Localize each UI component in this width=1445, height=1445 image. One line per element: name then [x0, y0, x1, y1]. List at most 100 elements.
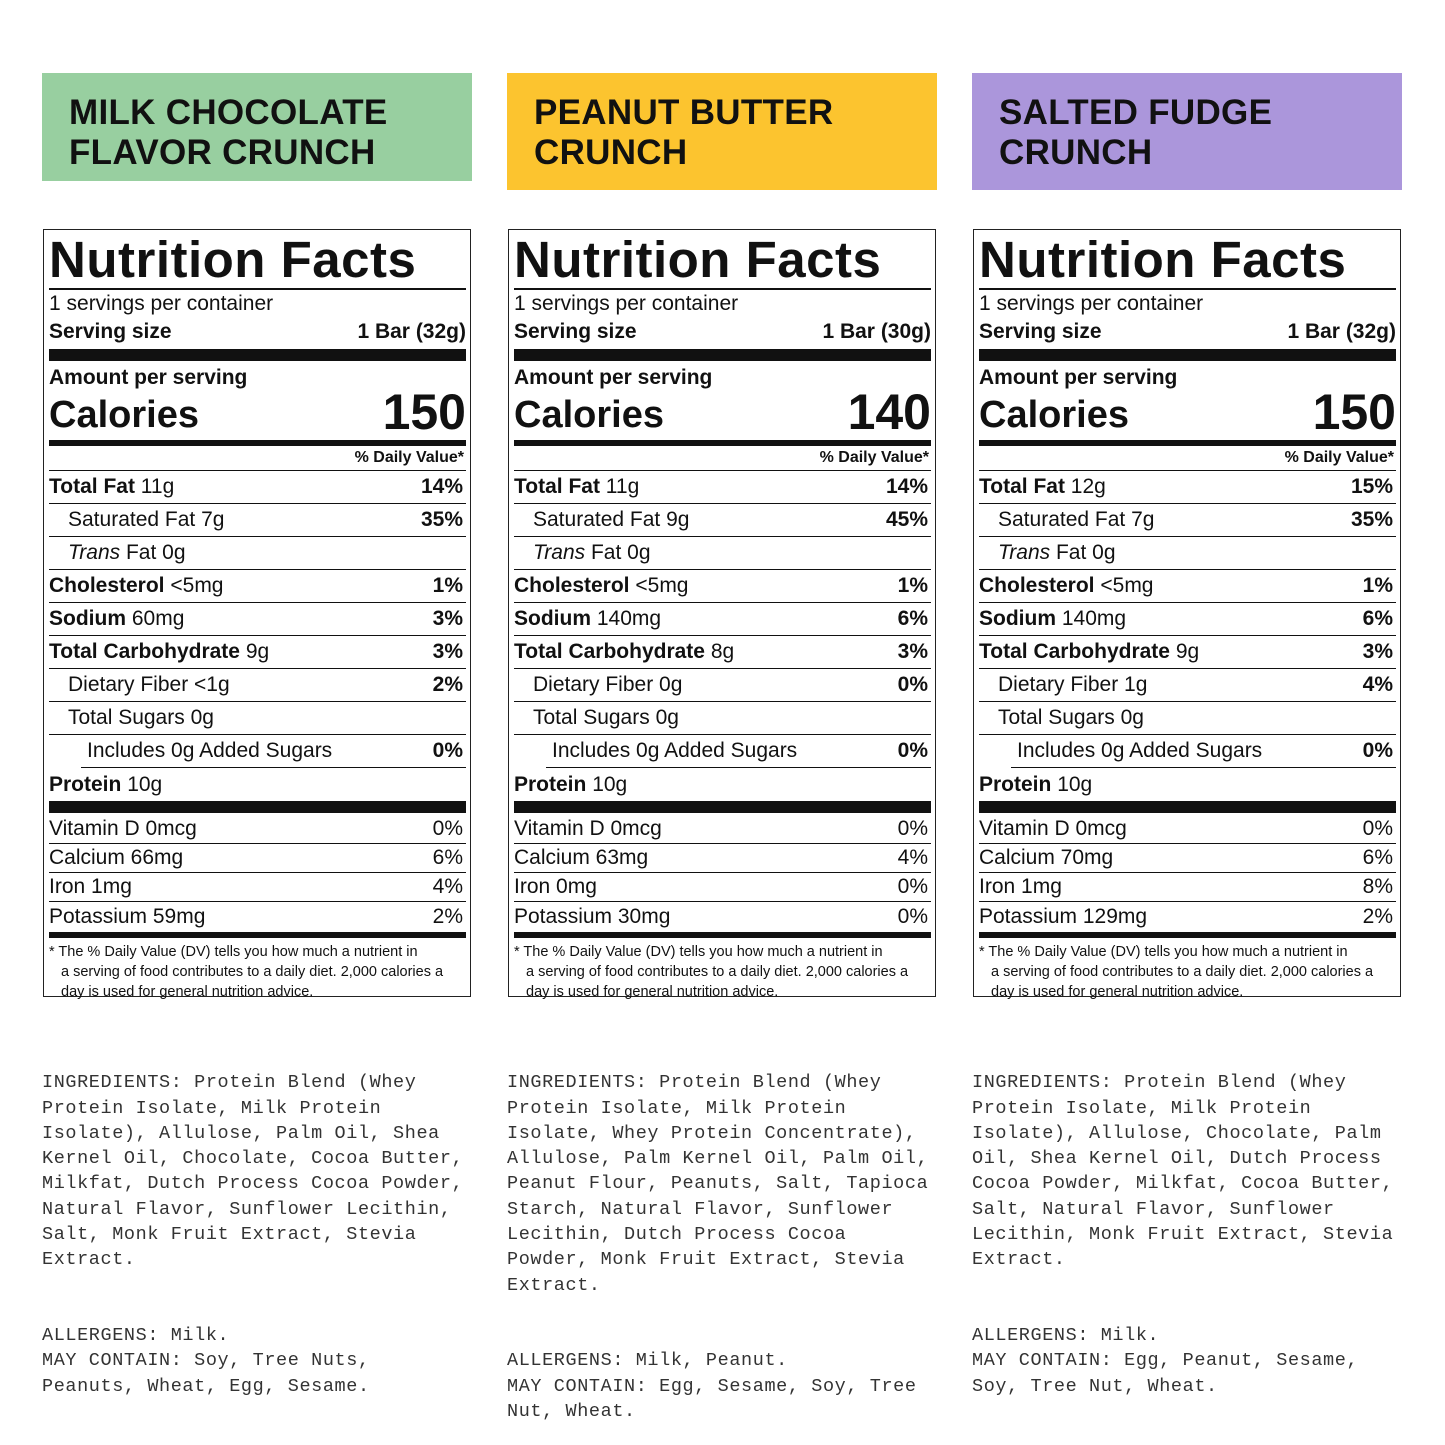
daily-value: 0% [897, 875, 928, 898]
nutrient-name: Saturated Fat [68, 508, 196, 531]
added-sugars-row: Includes 0g Added Sugars 0% [81, 735, 466, 768]
nutrient-name: Cholesterol [49, 574, 165, 597]
iron-row: Iron 0mg 0% [514, 873, 931, 902]
serving-size-value: 1 Bar (32g) [357, 320, 466, 343]
nutrient-name: Fat [125, 541, 157, 564]
nutrient-name: Cholesterol [979, 574, 1095, 597]
nutrient-name: Fat [1055, 541, 1087, 564]
daily-value: 4% [897, 846, 928, 869]
added-sugars-row: Includes 0g Added Sugars 0% [1011, 735, 1396, 768]
nutrient-amount: 0g [1092, 541, 1116, 564]
nutrient-amount: 10g [1057, 772, 1093, 796]
nutrient-name: Total Fat [514, 475, 600, 498]
nutrient-amount: 9g [245, 640, 270, 663]
micronutrient-amount: Iron 1mg [49, 875, 132, 898]
daily-value: 2% [432, 673, 463, 696]
vitamin-d-row: Vitamin D 0mcg 0% [514, 815, 931, 844]
potassium-row: Potassium 129mg 2% [979, 902, 1396, 931]
nutrient-name-italic: Trans [68, 541, 121, 564]
nutrient-amount: 0g [655, 706, 679, 729]
nutrient-amount: 9g [1175, 640, 1200, 663]
micronutrient-amount: Potassium 129mg [979, 904, 1148, 928]
footnote-first-line: * The % Daily Value (DV) tells you how m… [49, 944, 418, 960]
servings-per-container: 1 servings per container [979, 292, 1204, 315]
trans-fat-row: Trans Fat 0g [514, 537, 931, 570]
nutrient-amount: 7g [1131, 508, 1155, 531]
nutrient-name: Protein [514, 772, 587, 796]
nutrient-name: Dietary Fiber [533, 673, 654, 696]
flavor-name: SALTED FUDGE CRUNCH [999, 93, 1273, 172]
nutrient-name-italic: Trans [533, 541, 586, 564]
total-carbohydrate-row: Total Carbohydrate 9g 3% [979, 636, 1396, 669]
nutrition-facts-label: Nutrition Facts 1 servings per container… [973, 229, 1401, 1000]
nutrient-name: Saturated Fat [533, 508, 661, 531]
thick-divider [49, 349, 466, 361]
amount-per-serving: Amount per serving [979, 366, 1178, 389]
amount-per-serving: Amount per serving [49, 366, 248, 389]
nutrient-amount: 1g [1124, 673, 1148, 696]
nutrient-name: Total Carbohydrate [514, 640, 705, 663]
serving-size-label: Serving size [979, 320, 1102, 343]
serving-size-value: 1 Bar (32g) [1287, 320, 1396, 343]
nutrient-name: Cholesterol [514, 574, 630, 597]
saturated-fat-row: Saturated Fat 9g 45% [514, 504, 931, 537]
serving-size-row: Serving size 1 Bar (32g) [49, 318, 466, 346]
daily-value: 3% [1362, 640, 1393, 663]
micronutrient-amount: Potassium 59mg [49, 904, 206, 928]
daily-value: 14% [885, 475, 928, 498]
micronutrient-amount: Calcium 70mg [979, 846, 1114, 869]
ingredients-block: INGREDIENTS: Protein Blend (Whey Protein… [42, 1045, 474, 1424]
nutrient-amount: 11g [140, 475, 175, 498]
daily-value: 1% [432, 574, 463, 597]
amount-per-serving: Amount per serving [514, 366, 713, 389]
vitamin-d-row: Vitamin D 0mcg 0% [979, 815, 1396, 844]
nutrient-amount: 0g [1120, 706, 1144, 729]
ingredients-text: INGREDIENTS: Protein Blend (Whey Protein… [42, 1072, 464, 1271]
micronutrient-amount: Calcium 63mg [514, 846, 649, 869]
daily-value: 2% [432, 904, 463, 928]
daily-value: 3% [432, 640, 463, 663]
nutrient-amount: 0g [627, 541, 651, 564]
daily-value: 2% [1362, 904, 1393, 928]
calories-row: Calories 150 [49, 387, 466, 437]
nutrient-name-italic: Trans [998, 541, 1051, 564]
calories-label: Calories [514, 394, 664, 436]
daily-value-header: % Daily Value* [514, 446, 931, 471]
daily-value: 0% [897, 673, 928, 696]
calories-label: Calories [979, 394, 1129, 436]
thick-divider [979, 801, 1396, 813]
calories-row: Calories 140 [514, 387, 931, 437]
daily-value: 0% [432, 817, 463, 840]
ingredients-text: INGREDIENTS: Protein Blend (Whey Protein… [507, 1072, 929, 1296]
allergens-text: ALLERGENS: Milk. MAY CONTAIN: Egg, Peanu… [972, 1324, 1359, 1397]
micronutrient-amount: Vitamin D 0mcg [49, 817, 197, 840]
serving-size-value: 1 Bar (30g) [822, 320, 931, 343]
nutrition-facts-title: Nutrition Facts [49, 232, 466, 290]
cholesterol-row: Cholesterol <5mg 1% [49, 570, 466, 603]
nutrient-amount: 140mg [1061, 607, 1127, 630]
total-fat-row: Total Fat 11g 14% [49, 471, 466, 504]
footnote-rest: a serving of food contributes to a daily… [61, 964, 444, 1000]
total-sugars-row: Total Sugars 0g [49, 702, 466, 735]
medium-divider [514, 932, 931, 938]
nutrient-amount: 11g [605, 475, 640, 498]
potassium-row: Potassium 59mg 2% [49, 902, 466, 931]
servings-per-container: 1 servings per container [514, 292, 739, 315]
nutrient-name: Includes 0g Added Sugars [1017, 739, 1263, 762]
nutrient-amount: 0g [659, 673, 683, 696]
daily-value: 15% [1350, 475, 1393, 498]
medium-divider [979, 932, 1396, 938]
daily-value: 35% [1350, 508, 1393, 531]
daily-value: 0% [432, 739, 463, 762]
daily-value: 6% [1362, 607, 1393, 630]
micronutrient-amount: Vitamin D 0mcg [979, 817, 1127, 840]
nutrient-name: Saturated Fat [998, 508, 1126, 531]
flavor-header: PEANUT BUTTER CRUNCH [507, 73, 937, 190]
medium-divider [49, 932, 466, 938]
total-fat-row: Total Fat 11g 14% [514, 471, 931, 504]
iron-row: Iron 1mg 4% [49, 873, 466, 902]
daily-value-header: % Daily Value* [979, 446, 1396, 471]
daily-value: 45% [885, 508, 928, 531]
total-sugars-row: Total Sugars 0g [979, 702, 1396, 735]
trans-fat-row: Trans Fat 0g [49, 537, 466, 570]
